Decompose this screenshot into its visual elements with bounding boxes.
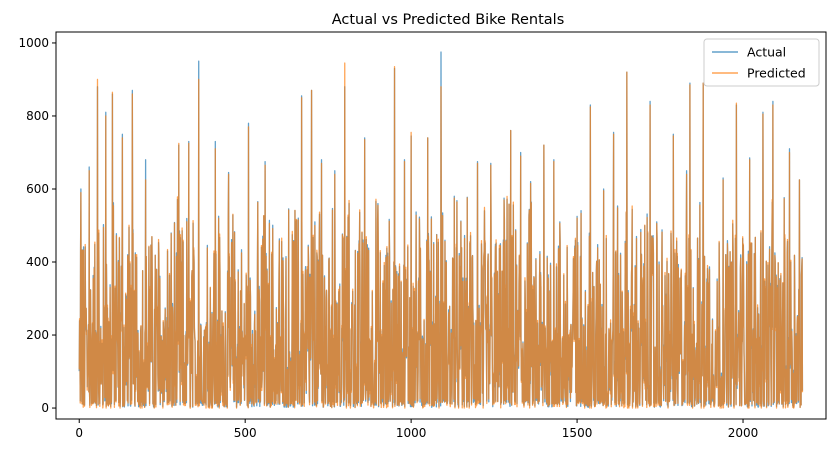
y-tick-label: 600: [26, 182, 49, 196]
x-tick-label: 500: [234, 426, 257, 440]
legend-box: [703, 38, 820, 87]
ticks-layer: 0 500 1000 1500 2000 0 200 400 600 800 1000: [18, 36, 758, 440]
x-tick-label: 0: [75, 426, 83, 440]
x-tick-label: 1500: [562, 426, 593, 440]
y-tick-label: 200: [26, 328, 49, 342]
legend-label-predicted: Predicted: [747, 66, 806, 81]
legend: Actual Predicted: [703, 38, 820, 87]
y-tick-label: 400: [26, 255, 49, 269]
x-tick-label: 1000: [396, 426, 427, 440]
y-tick-label: 0: [41, 401, 49, 415]
series-layer: [78, 51, 804, 409]
chart-title: Actual vs Predicted Bike Rentals: [332, 12, 565, 28]
y-tick-label: 1000: [18, 36, 49, 50]
series-line-predicted: [78, 62, 804, 409]
y-tick-label: 800: [26, 109, 49, 123]
plot-area-frame: [55, 31, 827, 420]
x-tick-label: 2000: [728, 426, 759, 440]
legend-label-actual: Actual: [747, 45, 786, 60]
